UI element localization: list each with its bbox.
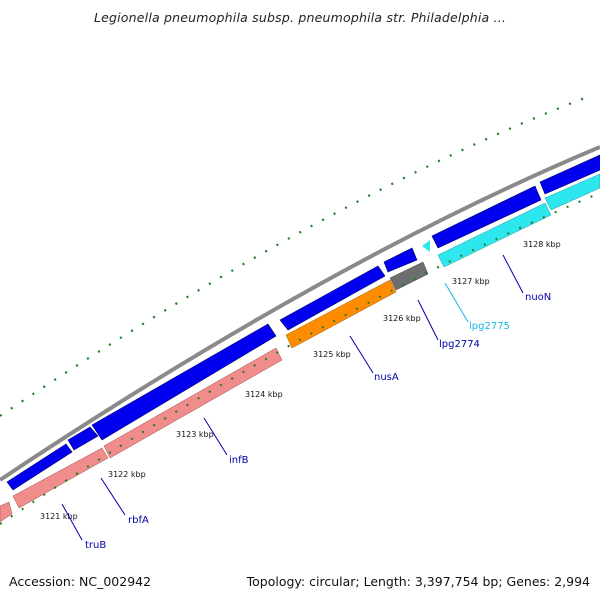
callout-line-nuoN [502, 254, 524, 294]
genome-summary-text: Topology: circular; Length: 3,397,754 bp… [246, 574, 590, 589]
backbone-ring [0, 145, 600, 482]
gene-label-truB: truB [85, 540, 106, 551]
tick-label: 3122 kbp [108, 470, 146, 479]
accession-text: Accession: NC_002942 [9, 574, 152, 589]
gene-block [0, 501, 13, 523]
callout-line-truB [61, 503, 83, 541]
tick-label: 3126 kbp [383, 314, 421, 323]
gene-arrow [279, 265, 386, 331]
gene-label-nusA: nusA [374, 372, 399, 383]
tick-label: 3125 kbp [313, 350, 351, 359]
callout-lines [61, 254, 524, 541]
cyan-small-gene [422, 240, 430, 252]
cyan-gene [544, 173, 600, 211]
forward-strand-genes [6, 154, 600, 491]
gene-block [12, 447, 109, 509]
gene-arrow [539, 154, 600, 195]
tick-label: 3121 kbp [40, 512, 78, 521]
gc-dot-ring [0, 94, 591, 417]
callout-line-rbfA [100, 477, 126, 516]
gene-arrow [91, 323, 277, 441]
gray-gene [389, 261, 429, 291]
gene-arrow [383, 247, 418, 273]
callout-line-infB [203, 417, 228, 456]
cyan-gene [437, 202, 552, 268]
gene-arrow [6, 443, 73, 491]
callout-line-lpg2775 [444, 282, 469, 323]
gene-arrow [67, 426, 99, 451]
tick-label: 3128 kbp [523, 240, 561, 249]
gene-label-rbfA: rbfA [128, 515, 149, 526]
gene-arrow [431, 185, 542, 249]
tick-label: 3127 kbp [452, 277, 490, 286]
orange-gene [285, 279, 397, 349]
pink-genes [0, 347, 283, 523]
callout-line-nusA [349, 335, 374, 374]
gene-block [103, 347, 283, 459]
gene-label-lpg2774: lpg2774 [439, 339, 480, 350]
callout-line-lpg2774 [417, 299, 439, 341]
tick-label: 3124 kbp [245, 390, 283, 399]
map-title: Legionella pneumophila subsp. pneumophil… [93, 10, 507, 25]
gene-label-lpg2775: lpg2775 [469, 321, 510, 332]
tick-label: 3123 kbp [176, 430, 214, 439]
gene-label-nuoN: nuoN [525, 292, 551, 303]
inner-dot-ring [0, 192, 600, 525]
gene-label-infB: infB [229, 455, 249, 466]
